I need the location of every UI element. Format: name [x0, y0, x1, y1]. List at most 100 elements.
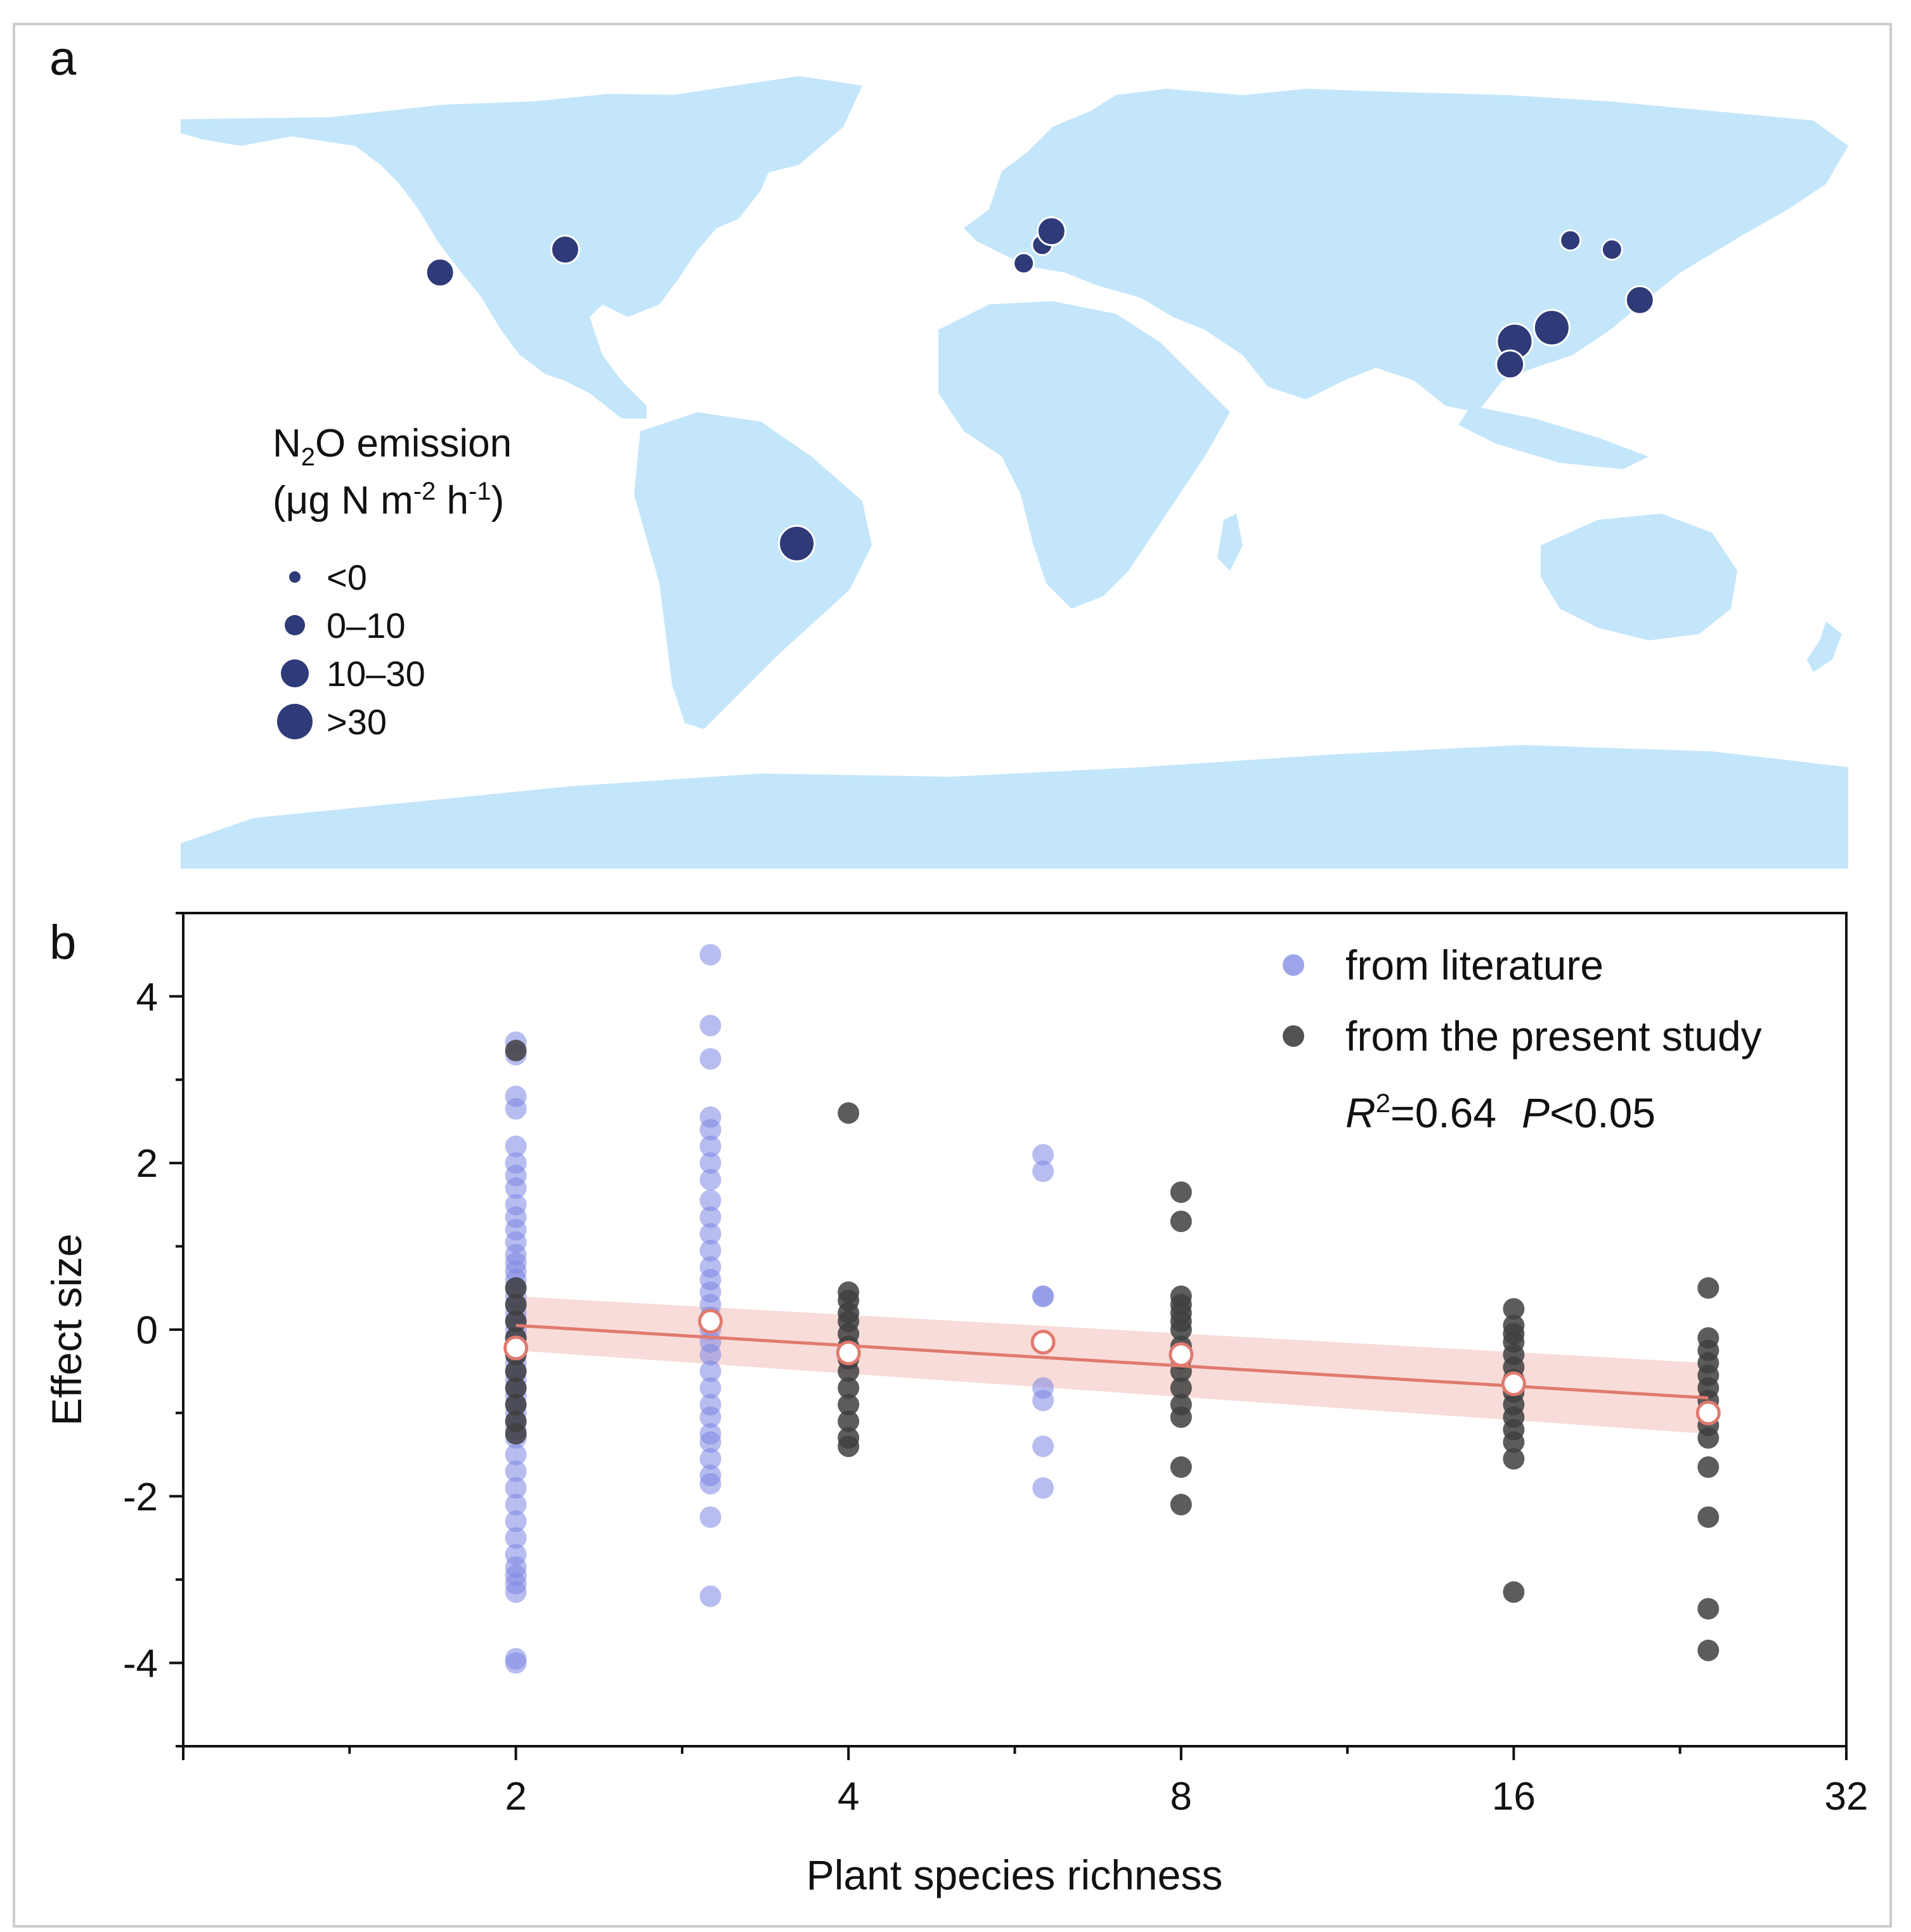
landmass-new-zealand — [1807, 621, 1842, 672]
y-tick-label: -4 — [123, 1642, 158, 1686]
literature-point — [505, 1510, 527, 1533]
x-tick-label: 4 — [838, 1775, 859, 1819]
x-axis: 2 4 8 16 32 — [182, 1746, 1869, 1819]
literature-point — [699, 1118, 722, 1141]
map-site-12 — [778, 524, 816, 562]
present-study-point — [1170, 1493, 1192, 1515]
legend-size-marker-1 — [289, 571, 301, 583]
present-study-point — [505, 1360, 527, 1382]
literature-point — [505, 1581, 527, 1603]
literature-point — [699, 943, 722, 966]
legend-unit-open: (μg N m — [273, 479, 413, 522]
literature-point — [699, 1377, 722, 1399]
legend-title-subscript: 2 — [301, 443, 315, 471]
map-site-8 — [1532, 309, 1571, 347]
present-study-point — [1697, 1639, 1720, 1661]
legend-unit-sup1: -2 — [413, 477, 436, 505]
literature-point — [699, 1360, 722, 1382]
landmass-antarctica — [181, 745, 1848, 869]
present-study-point — [1170, 1319, 1192, 1340]
literature-point — [505, 1135, 527, 1157]
panel-b-label: b — [49, 916, 76, 969]
present-study-point — [1697, 1277, 1720, 1299]
legend-size-marker-4 — [277, 704, 313, 739]
landmass-south-america — [634, 412, 872, 729]
legend-size-label-4: >30 — [327, 702, 387, 742]
landmass-greenland — [672, 76, 862, 174]
literature-point — [1032, 1285, 1054, 1307]
literature-point — [699, 1206, 722, 1228]
x-tick-label: 2 — [505, 1775, 526, 1819]
p-prefix: P — [1522, 1089, 1550, 1136]
present-study-point — [1503, 1581, 1525, 1603]
present-study-point — [505, 1394, 527, 1416]
landmass-australia — [1541, 514, 1737, 640]
landmass-madagascar — [1217, 514, 1243, 571]
legend-title: N2O emission — [273, 422, 512, 471]
r2-prefix: R — [1345, 1089, 1376, 1136]
y-tick-label: 0 — [136, 1309, 158, 1352]
literature-point — [1032, 1144, 1054, 1166]
y-tick-label: 4 — [136, 975, 158, 1019]
world-landmass — [181, 76, 1848, 869]
landmass-north-america — [181, 94, 780, 418]
literature-point — [505, 1177, 527, 1199]
x-tick-label: 8 — [1170, 1775, 1192, 1819]
legend-size-label-1: <0 — [327, 557, 367, 597]
legend-title-n: N — [273, 422, 301, 465]
legend-unit-close: ) — [491, 479, 505, 522]
present-study-point — [838, 1436, 860, 1457]
y-tick-label: -2 — [123, 1475, 158, 1519]
map-site-7 — [1495, 349, 1526, 380]
legend-size-marker-3 — [281, 659, 309, 687]
legend-items: <0 0–10 10–30 >30 — [277, 557, 425, 742]
present-study-point — [505, 1423, 527, 1445]
present-study-point — [838, 1377, 860, 1399]
r2-value: =0.64 — [1390, 1089, 1496, 1136]
literature-point — [699, 1448, 722, 1470]
literature-point — [699, 1135, 722, 1157]
legend-unit-mid: h — [436, 479, 469, 522]
panel-a-label: a — [49, 32, 77, 86]
mean-marker-6 — [1501, 1371, 1526, 1396]
present-study-point — [838, 1102, 860, 1124]
legend-label-literature: from literature — [1345, 942, 1603, 989]
panel-b-scatter: b -4 -2 0 2 4 2 4 8 16 32 Plant species richness… — [43, 912, 1869, 1898]
literature-point — [505, 1477, 527, 1499]
present-study-point — [1170, 1181, 1192, 1203]
p-value: <0.05 — [1550, 1089, 1655, 1136]
present-study-point — [1170, 1210, 1192, 1233]
present-study-point — [1697, 1598, 1720, 1620]
map-site-2 — [550, 235, 580, 265]
present-study-point — [1503, 1431, 1525, 1453]
present-study-point — [1697, 1456, 1720, 1478]
chart-legend: from literature from the present study R… — [1283, 942, 1762, 1136]
map-site-1 — [425, 257, 455, 288]
legend-marker-present-study — [1283, 1025, 1304, 1047]
legend-size-label-3: 10–30 — [327, 654, 425, 694]
mean-marker-1 — [503, 1335, 529, 1361]
literature-point — [505, 1444, 527, 1466]
landmass-africa — [938, 301, 1230, 609]
map-site-10 — [1600, 238, 1623, 261]
present-study-point — [1697, 1427, 1720, 1449]
present-study-point — [505, 1293, 527, 1316]
y-axis-label: Effect size — [43, 1233, 90, 1425]
legend-size-label-2: 0–10 — [327, 606, 406, 645]
panel-a-map: a N2O emission — [49, 32, 1848, 869]
map-site-5 — [1036, 216, 1066, 247]
present-study-point — [838, 1394, 860, 1416]
map-site-3 — [1013, 252, 1035, 275]
legend-title-rest: O emission — [315, 422, 512, 465]
literature-point — [1032, 1436, 1054, 1457]
literature-point — [699, 1015, 722, 1037]
mean-marker-7 — [1695, 1400, 1721, 1425]
mean-marker-4 — [1030, 1330, 1056, 1355]
y-tick-label: 2 — [136, 1142, 158, 1186]
ci-band — [515, 1296, 1709, 1434]
stats-annotation: R2=0.64 P<0.05 — [1345, 1088, 1655, 1136]
x-tick-label: 32 — [1825, 1775, 1869, 1819]
literature-point — [505, 1652, 527, 1674]
x-tick-label: 16 — [1492, 1775, 1536, 1819]
